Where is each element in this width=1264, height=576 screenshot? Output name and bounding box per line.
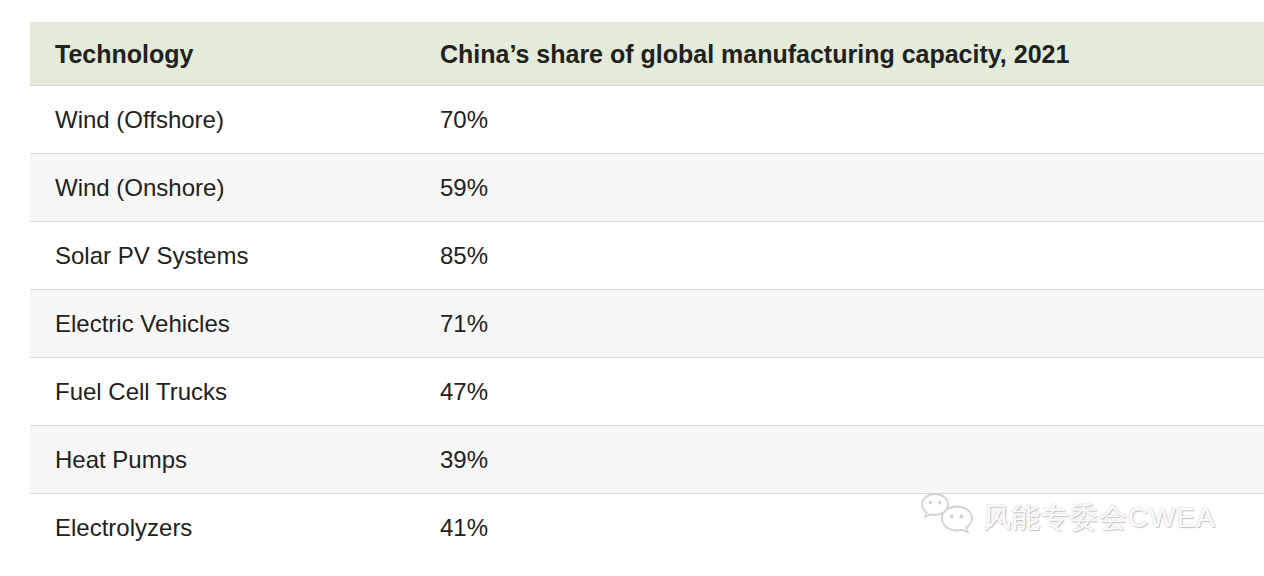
share-cell: 39% [440,426,1264,494]
technology-cell: Wind (Offshore) [30,86,440,154]
watermark: 风能专委会CWEA [920,489,1216,547]
share-cell: 85% [440,222,1264,290]
table-row: Fuel Cell Trucks 47% [30,358,1264,426]
column-header-technology: Technology [30,23,440,86]
share-cell: 59% [440,154,1264,222]
table-row: Wind (Offshore) 70% [30,86,1264,154]
technology-cell: Electrolyzers [30,494,440,562]
table-row: Wind (Onshore) 59% [30,154,1264,222]
wechat-icon [920,491,978,545]
capacity-table: Technology China’s share of global manuf… [30,22,1264,561]
table-row: Solar PV Systems 85% [30,222,1264,290]
share-cell: 70% [440,86,1264,154]
table-row: Electric Vehicles 71% [30,290,1264,358]
share-cell: 47% [440,358,1264,426]
header-row: Technology China’s share of global manuf… [30,23,1264,86]
figure-canvas: Technology China’s share of global manuf… [0,0,1264,576]
technology-cell: Heat Pumps [30,426,440,494]
technology-cell: Wind (Onshore) [30,154,440,222]
column-header-share: China’s share of global manufacturing ca… [440,23,1264,86]
technology-cell: Electric Vehicles [30,290,440,358]
share-cell: 71% [440,290,1264,358]
technology-cell: Solar PV Systems [30,222,440,290]
technology-cell: Fuel Cell Trucks [30,358,440,426]
watermark-text: 风能专委会CWEA [983,499,1216,537]
table-row: Heat Pumps 39% [30,426,1264,494]
